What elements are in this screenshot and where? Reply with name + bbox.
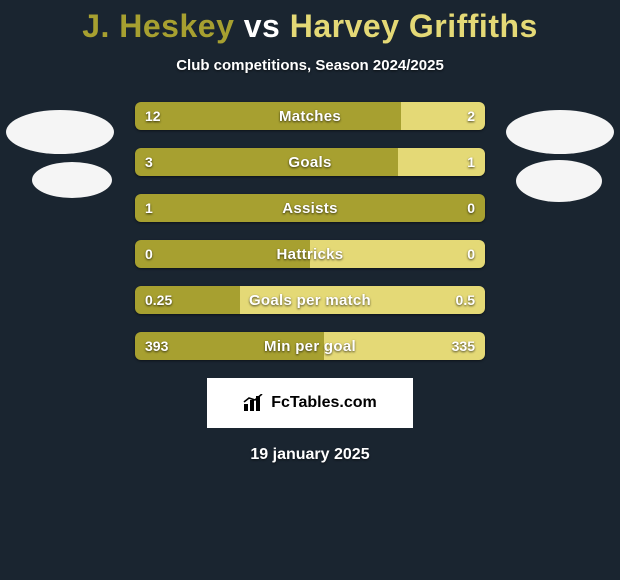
stat-bar: 0.250.5Goals per match xyxy=(135,286,485,314)
bar-value-left: 12 xyxy=(145,102,161,130)
bar-value-left: 393 xyxy=(145,332,168,360)
bar-value-right: 1 xyxy=(467,148,475,176)
player1-avatar xyxy=(6,110,114,154)
bar-value-right: 0 xyxy=(467,240,475,268)
bar-value-right: 0.5 xyxy=(456,286,475,314)
bar-value-left: 3 xyxy=(145,148,153,176)
logo-text: FcTables.com xyxy=(271,394,377,412)
bar-fill-right xyxy=(310,240,485,268)
stat-bar: 393335Min per goal xyxy=(135,332,485,360)
bar-value-right: 0 xyxy=(467,194,475,222)
snapshot-date: 19 january 2025 xyxy=(0,446,620,464)
bar-value-right: 335 xyxy=(452,332,475,360)
subtitle: Club competitions, Season 2024/2025 xyxy=(0,57,620,74)
player2-avatar xyxy=(506,110,614,154)
bar-value-right: 2 xyxy=(467,102,475,130)
bar-value-left: 0.25 xyxy=(145,286,172,314)
bar-fill-left xyxy=(135,240,310,268)
bar-fill-left xyxy=(135,194,485,222)
bar-fill-right xyxy=(240,286,485,314)
bars-container: 122Matches31Goals10Assists00Hattricks0.2… xyxy=(135,102,485,378)
stat-bar: 10Assists xyxy=(135,194,485,222)
player2-team-badge xyxy=(516,160,602,202)
player2-name: Harvey Griffiths xyxy=(290,8,538,44)
player1-name: J. Heskey xyxy=(82,8,234,44)
chart-icon xyxy=(243,394,265,412)
chart-area: 122Matches31Goals10Assists00Hattricks0.2… xyxy=(0,102,620,378)
stat-bar: 00Hattricks xyxy=(135,240,485,268)
source-logo: FcTables.com xyxy=(207,378,413,428)
vs-text: vs xyxy=(244,8,281,44)
bar-fill-left xyxy=(135,148,398,176)
bar-value-left: 0 xyxy=(145,240,153,268)
stat-bar: 122Matches xyxy=(135,102,485,130)
player1-team-badge xyxy=(32,162,112,198)
stat-bar: 31Goals xyxy=(135,148,485,176)
bar-fill-left xyxy=(135,102,401,130)
bar-value-left: 1 xyxy=(145,194,153,222)
comparison-title: J. Heskey vs Harvey Griffiths xyxy=(0,0,620,45)
